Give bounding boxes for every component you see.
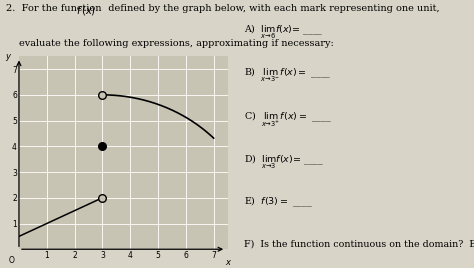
Text: evaluate the following expressions, approximating if necessary:: evaluate the following expressions, appr… bbox=[19, 39, 334, 48]
Text: B)  $\lim_{x \to 3^-} f(x) =$ ____: B) $\lim_{x \to 3^-} f(x) =$ ____ bbox=[244, 66, 332, 84]
Text: O: O bbox=[9, 256, 15, 265]
Text: y: y bbox=[6, 52, 10, 61]
Text: F)  Is the function continuous on the domain?  Exp: F) Is the function continuous on the dom… bbox=[244, 240, 474, 249]
Text: $f\,(x)$: $f\,(x)$ bbox=[76, 4, 96, 17]
Text: A)  $\lim_{x \to 6} f(x) =$ ____: A) $\lim_{x \to 6} f(x) =$ ____ bbox=[244, 23, 324, 42]
Text: defined by the graph below, with each mark representing one unit,: defined by the graph below, with each ma… bbox=[102, 4, 440, 13]
Text: D)  $\lim_{x \to 3} f(x) =$ ____: D) $\lim_{x \to 3} f(x) =$ ____ bbox=[244, 153, 324, 172]
Text: x: x bbox=[225, 258, 230, 267]
Text: 2.  For the function: 2. For the function bbox=[6, 4, 105, 13]
Text: C)  $\lim_{x \to 3^+} f(x) =$ ____: C) $\lim_{x \to 3^+} f(x) =$ ____ bbox=[244, 110, 332, 129]
Text: E)  $f(3) =$ ____: E) $f(3) =$ ____ bbox=[244, 194, 313, 209]
